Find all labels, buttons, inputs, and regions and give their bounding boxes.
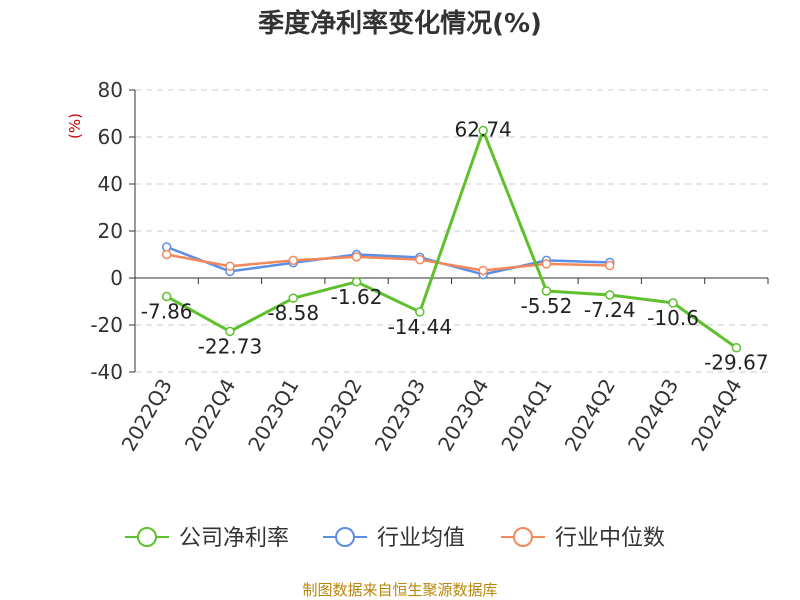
x-tick-label: 2023Q4 [433,375,493,456]
data-point [605,290,615,300]
legend-label: 公司净利率 [179,526,289,551]
x-tick-label: 2024Q4 [686,375,746,456]
x-tick-label: 2023Q3 [370,375,430,456]
data-point [415,254,425,265]
data-label: 62.74 [455,118,512,142]
data-point [541,259,552,269]
source-note: 制图数据来自恒生聚源数据库 [302,581,497,599]
legend-label: 行业均值 [377,526,465,551]
data-point [288,255,298,266]
x-tick-label: 2023Q1 [243,375,303,456]
y-tick-label: 20 [98,219,123,243]
data-point [478,125,488,136]
x-tick-label: 2024Q1 [496,375,556,456]
data-label: -5.52 [521,294,573,318]
data-label: -29.67 [704,351,768,375]
data-point [351,277,362,287]
legend-label: 行业中位数 [555,526,665,551]
x-tick-label: 2023Q2 [306,375,366,456]
data-point [161,291,172,302]
data-point [731,342,742,353]
x-tick-label: 2022Q3 [117,375,177,456]
x-tick-label: 2022Q4 [180,375,240,456]
data-point [415,307,425,317]
legend-marker [335,527,355,547]
data-point [605,260,615,271]
y-tick-label: -20 [90,313,123,337]
data-labels: -7.86-22.73-8.58 -1.62-14.44 62.74 -5.52 -7.… [141,118,769,375]
data-point [478,265,488,276]
y-tick-label: 80 [98,78,123,102]
y-tick-label: -40 [90,360,123,384]
data-point [288,293,298,303]
data-point [541,286,552,296]
y-unit-label: (%) [66,113,84,139]
data-point [351,252,362,262]
legend-marker [513,527,533,547]
data-point [225,326,235,337]
y-tick-label: 40 [98,172,123,196]
legend: 公司净利率 行业均值 行业中位数 [125,526,665,551]
y-tick-label: 60 [98,125,123,149]
y-tick-label: 0 [110,266,123,290]
chart-title: 季度净利率变化情况(%) [258,8,542,39]
data-point [161,249,172,260]
legend-marker [137,527,157,547]
series-line-0 [165,129,738,349]
data-label: -7.24 [584,298,636,322]
data-label: -14.44 [388,315,452,339]
data-point [225,261,235,271]
data-label: -8.58 [267,301,319,325]
data-label: -10.6 [647,306,699,330]
data-label: -7.86 [141,299,193,323]
x-tick-label: 2024Q2 [560,375,620,456]
data-label: -1.62 [331,285,383,309]
x-tick-label: 2024Q3 [623,375,683,456]
data-label: -22.73 [198,334,262,358]
series-layer [161,125,742,353]
data-point [668,298,678,308]
